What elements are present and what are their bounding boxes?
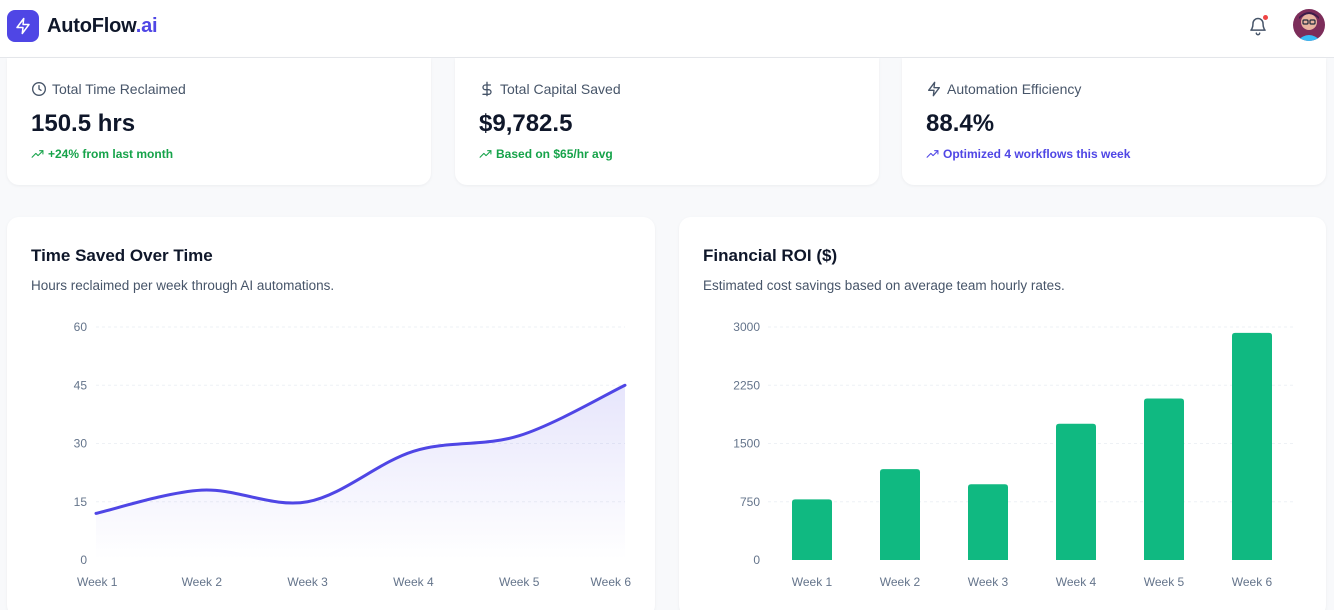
clock-icon	[32, 82, 46, 96]
y-tick-label: 0	[753, 553, 760, 567]
chart-title: Time Saved Over Time	[31, 246, 213, 265]
y-tick-label: 1500	[733, 437, 760, 451]
stat-subtext: Optimized 4 workflows this week	[943, 147, 1131, 161]
stat-card-efficiency: Automation Efficiency 88.4% Optimized 4 …	[902, 58, 1326, 185]
y-tick-label: 15	[74, 495, 88, 509]
financial-roi-card: Financial ROI ($) Estimated cost savings…	[679, 217, 1326, 610]
y-tick-label: 60	[74, 320, 88, 334]
chart-subtitle: Hours reclaimed per week through AI auto…	[31, 278, 335, 293]
y-tick-label: 2250	[733, 378, 760, 392]
series-line	[94, 383, 627, 515]
bar	[968, 484, 1008, 560]
x-tick-label: Week 1	[77, 575, 118, 589]
bar	[880, 469, 920, 560]
stat-card-capital: Total Capital Saved $9,782.5 Based on $6…	[455, 58, 879, 185]
logo-icon[interactable]	[7, 10, 39, 42]
stat-label: Total Capital Saved	[500, 81, 621, 97]
time-saved-chart: 0 15 30 45 60 Week 1 Week 2 Week 3 Week 4 Week 5 W…	[74, 320, 632, 589]
area-fill	[96, 385, 625, 560]
brand-accent: .ai	[135, 15, 158, 37]
stat-value: 88.4%	[926, 110, 995, 137]
financial-roi-chart: 0 750 1500 2250 3000 Week 1 Week 2 Week 3 Week 4…	[733, 320, 1296, 589]
bar	[1144, 398, 1184, 560]
chart-subtitle: Estimated cost savings based on average …	[703, 278, 1065, 293]
bar	[1232, 332, 1272, 560]
y-tick-label: 3000	[733, 320, 760, 334]
trending-up-icon	[926, 149, 939, 158]
bar	[1056, 423, 1096, 560]
x-tick-label: Week 5	[499, 575, 540, 589]
y-tick-label: 0	[80, 553, 87, 567]
dollar-icon	[482, 81, 492, 97]
y-tick-label: 45	[74, 378, 88, 392]
x-tick-label: Week 1	[792, 575, 833, 589]
bolt-icon	[928, 81, 940, 97]
avatar[interactable]	[1293, 9, 1325, 41]
notification-dot	[1263, 15, 1268, 20]
y-tick-label: 30	[74, 437, 88, 451]
bell-icon[interactable]	[1248, 16, 1268, 36]
x-tick-label: Week 5	[1144, 575, 1185, 589]
y-tick-label: 750	[740, 495, 760, 509]
stat-subtext: +24% from last month	[48, 147, 174, 161]
x-tick-label: Week 4	[1056, 575, 1097, 589]
x-tick-label: Week 2	[880, 575, 921, 589]
trending-up-icon	[31, 149, 44, 158]
x-tick-label: Week 6	[591, 575, 632, 589]
trending-up-icon	[479, 149, 492, 158]
stat-value: $9,782.5	[479, 110, 573, 137]
x-tick-label: Week 2	[182, 575, 223, 589]
x-tick-label: Week 3	[287, 575, 328, 589]
stat-label: Total Time Reclaimed	[52, 81, 186, 97]
stat-label: Automation Efficiency	[947, 81, 1082, 97]
bolt-icon	[16, 17, 30, 35]
brand-name[interactable]: AutoFlow.ai	[47, 15, 158, 38]
x-tick-label: Week 3	[968, 575, 1009, 589]
time-saved-card: Time Saved Over Time Hours reclaimed per…	[7, 217, 655, 610]
stat-card-time: Total Time Reclaimed 150.5 hrs +24% from…	[7, 58, 431, 185]
bar	[792, 499, 832, 560]
stat-subtext: Based on $65/hr avg	[496, 147, 613, 161]
x-tick-label: Week 6	[1232, 575, 1273, 589]
stat-value: 150.5 hrs	[31, 110, 136, 137]
top-bar: AutoFlow.ai	[0, 0, 1334, 58]
brand-main: AutoFlow	[47, 15, 136, 37]
chart-title: Financial ROI ($)	[703, 246, 838, 265]
x-tick-label: Week 4	[393, 575, 434, 589]
